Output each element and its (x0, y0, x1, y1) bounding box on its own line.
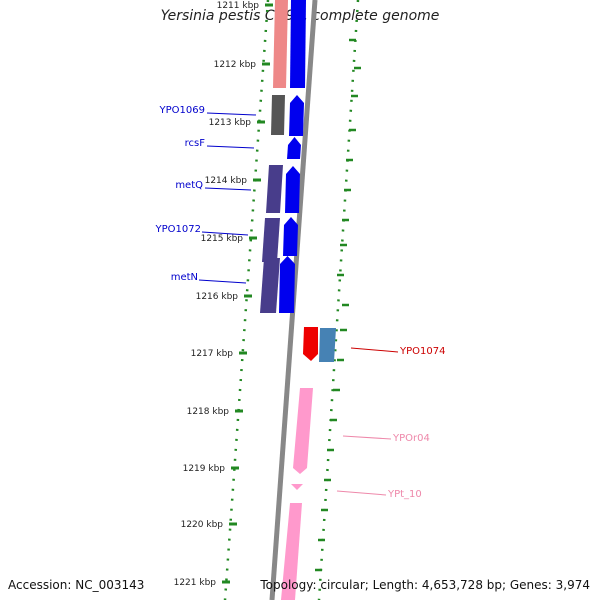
gene-leader-line (204, 187, 252, 191)
ruler-tick-label: 1215 kbp (201, 234, 244, 244)
gene-arrow-metq (285, 166, 300, 213)
ruler-tick-label: 1213 kbp (209, 118, 252, 128)
gene-label: YPO1074 (399, 346, 445, 357)
gene-block-metq (266, 165, 283, 213)
gene-label: metN (171, 272, 198, 283)
gene-leader-line (336, 490, 387, 496)
gene-arrow-ypt10 (291, 484, 303, 490)
gene-arrow-metn (279, 256, 295, 313)
left-dotted-guide (223, 0, 270, 600)
gene-block-metn (260, 258, 280, 313)
gene-block-blue-top (290, 0, 306, 88)
ruler-tick-label: 1220 kbp (181, 520, 224, 530)
gene-label: YPOr04 (392, 433, 430, 444)
gene-label: YPt_10 (387, 489, 422, 500)
ruler-tick-label: 1211 kbp (217, 1, 260, 11)
gene-leader-line (198, 279, 247, 284)
gene-leader-line (206, 112, 257, 116)
gene-block-ypo1069 (271, 95, 285, 135)
ruler-tick-label: 1221 kbp (174, 578, 217, 588)
topology-text: Topology: circular; Length: 4,653,728 bp… (260, 578, 590, 592)
ruler-tick-label: 1212 kbp (214, 60, 257, 70)
ruler-tick-label: 1214 kbp (205, 176, 248, 186)
gene-leader-line (350, 347, 399, 353)
gene-arrow-ypo1074 (303, 327, 318, 361)
ruler-tick-label: 1217 kbp (191, 349, 234, 359)
gene-arrow-ypo1072 (283, 217, 298, 256)
gene-label: metQ (175, 180, 203, 191)
gene-leader-line (342, 435, 392, 440)
gene-label: YPO1069 (159, 105, 205, 116)
gene-arrow-ypo1069 (289, 95, 304, 136)
gene-arrow-rcsf (287, 137, 301, 159)
gene-block-salmon (273, 0, 288, 88)
accession-text: Accession: NC_003143 (8, 578, 145, 592)
gene-arrow-ypor04 (293, 388, 313, 474)
gene-block-ypo1072 (262, 218, 280, 262)
right-dotted-guide (317, 0, 360, 600)
ruler-tick-label: 1218 kbp (187, 407, 230, 417)
ruler-tick-label: 1216 kbp (196, 292, 239, 302)
ruler-tick-label: 1219 kbp (183, 464, 226, 474)
gene-block-pink-bottom (281, 503, 302, 600)
gene-label: rcsF (185, 138, 206, 149)
gene-block-steel (319, 328, 336, 362)
gene-label: YPO1072 (155, 224, 201, 235)
gene-leader-line (201, 231, 249, 236)
gene-leader-line (206, 145, 255, 149)
